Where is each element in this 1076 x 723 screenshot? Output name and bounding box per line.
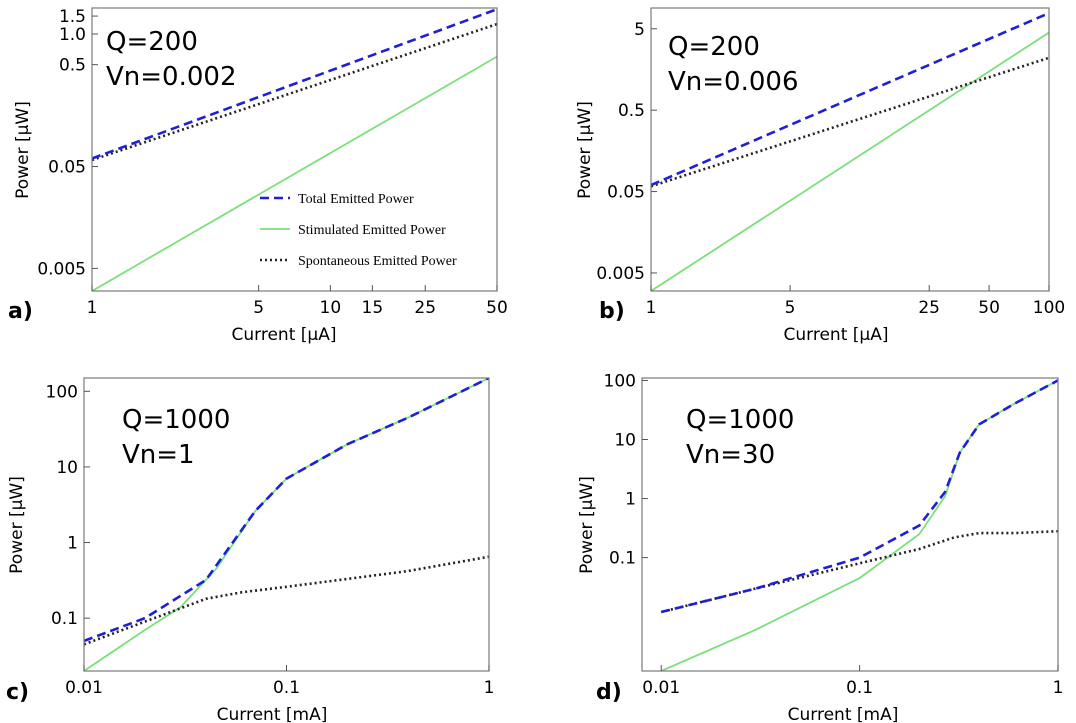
x-tick-label: 0.01 bbox=[65, 678, 103, 698]
y-tick-label: 0.05 bbox=[607, 183, 645, 203]
x-tick-label: 0.01 bbox=[642, 678, 680, 698]
x-tick-label: 100 bbox=[1033, 298, 1065, 318]
y-tick-label: 0.1 bbox=[51, 609, 78, 629]
annotation-vn: Vn=30 bbox=[686, 440, 775, 470]
total-emitted-power-line bbox=[92, 8, 497, 160]
annotation-q: Q=1000 bbox=[686, 405, 794, 435]
x-tick-label: 5 bbox=[253, 298, 264, 318]
plot-frame bbox=[650, 7, 1050, 292]
annotation-vn: Vn=0.002 bbox=[106, 62, 236, 92]
spontaneous-emitted-power-line bbox=[84, 555, 489, 646]
stimulated-emitted-power-line bbox=[660, 379, 1058, 671]
series-group bbox=[660, 379, 1058, 671]
x-axis-label: Current [mA] bbox=[788, 705, 899, 723]
annotation-vn: Vn=0.006 bbox=[668, 67, 798, 97]
x-tick-label: 1 bbox=[484, 678, 495, 698]
y-tick-label: 10 bbox=[614, 430, 636, 450]
y-axis-label: Power [µW] bbox=[575, 101, 595, 199]
y-tick-label: 1.0 bbox=[59, 25, 86, 45]
y-tick-label: 1 bbox=[67, 534, 78, 554]
x-tick-label: 0.1 bbox=[273, 678, 300, 698]
annotation-vn: Vn=1 bbox=[122, 440, 195, 470]
legend-entry: Stimulated Emitted Power bbox=[298, 223, 446, 238]
spontaneous-emitted-power-line bbox=[92, 22, 497, 162]
plot-frame bbox=[641, 377, 1059, 672]
x-tick-label: 50 bbox=[486, 298, 508, 318]
x-tick-label: 1 bbox=[87, 298, 98, 318]
y-tick-label: 100 bbox=[46, 382, 78, 402]
series-group bbox=[92, 8, 497, 291]
series-group bbox=[84, 378, 489, 671]
x-tick-label: 0.1 bbox=[846, 678, 873, 698]
x-tick-label: 25 bbox=[918, 298, 940, 318]
x-axis-label: Current [µA] bbox=[232, 325, 337, 345]
y-tick-label: 10 bbox=[56, 458, 78, 478]
total-emitted-power-line bbox=[84, 378, 489, 643]
total-emitted-power-line bbox=[651, 11, 1049, 187]
y-tick-label: 1.5 bbox=[59, 7, 86, 27]
y-axis-label: Power [µW] bbox=[577, 476, 597, 574]
y-tick-label: 0.005 bbox=[596, 264, 645, 284]
annotation-q: Q=200 bbox=[668, 32, 760, 62]
y-tick-label: 0.1 bbox=[609, 549, 636, 569]
panel-c: 0.01 0.1 1 0.1 1 10 100 Current [mA] Power [µW] c… bbox=[6, 377, 495, 723]
panel-letter: c) bbox=[6, 680, 29, 705]
x-tick-label: 1 bbox=[646, 298, 657, 318]
legend-entry: Spontaneous Emitted Power bbox=[298, 254, 457, 269]
x-axis-label: Current [µA] bbox=[784, 325, 889, 345]
y-tick-label: 100 bbox=[604, 371, 636, 391]
plot-frame bbox=[91, 7, 498, 292]
stimulated-emitted-power-line bbox=[92, 55, 497, 291]
panel-d: 0.01 0.1 1 0.1 1 10 100 Current [mA] Power [µW] d… bbox=[577, 371, 1063, 723]
x-tick-label: 1 bbox=[1053, 678, 1064, 698]
x-tick-label: 10 bbox=[320, 298, 342, 318]
legend: Total Emitted Power Stimulated Emitted Po… bbox=[260, 192, 457, 269]
x-tick-label: 25 bbox=[414, 298, 436, 318]
y-tick-label: 0.5 bbox=[618, 101, 645, 121]
annotation-q: Q=200 bbox=[106, 27, 198, 57]
y-axis-label: Power [µW] bbox=[7, 476, 27, 574]
y-tick-label: 0.005 bbox=[37, 259, 86, 279]
y-tick-label: 5 bbox=[634, 20, 645, 40]
annotation-q: Q=1000 bbox=[122, 405, 230, 435]
spontaneous-emitted-power-line bbox=[660, 529, 1058, 614]
y-tick-label: 0.5 bbox=[59, 56, 86, 76]
y-tick-label: 1 bbox=[625, 490, 636, 510]
panel-letter: a) bbox=[8, 299, 33, 324]
y-axis-label: Power [µW] bbox=[13, 101, 33, 199]
stimulated-emitted-power-line bbox=[651, 31, 1049, 291]
legend-entry: Total Emitted Power bbox=[298, 192, 414, 207]
x-axis-label: Current [mA] bbox=[217, 705, 328, 723]
x-tick-label: 5 bbox=[785, 298, 796, 318]
total-emitted-power-line bbox=[660, 379, 1058, 614]
x-tick-label: 50 bbox=[978, 298, 1000, 318]
x-tick-label: 15 bbox=[362, 298, 384, 318]
panel-letter: b) bbox=[599, 299, 625, 324]
y-tick-label: 0.05 bbox=[48, 158, 86, 178]
series-group bbox=[651, 11, 1049, 291]
panel-b: 1 5 25 50 100 0.005 0.05 0.5 5 Current [µA] Power … bbox=[575, 7, 1065, 345]
panel-letter: d) bbox=[596, 680, 622, 705]
